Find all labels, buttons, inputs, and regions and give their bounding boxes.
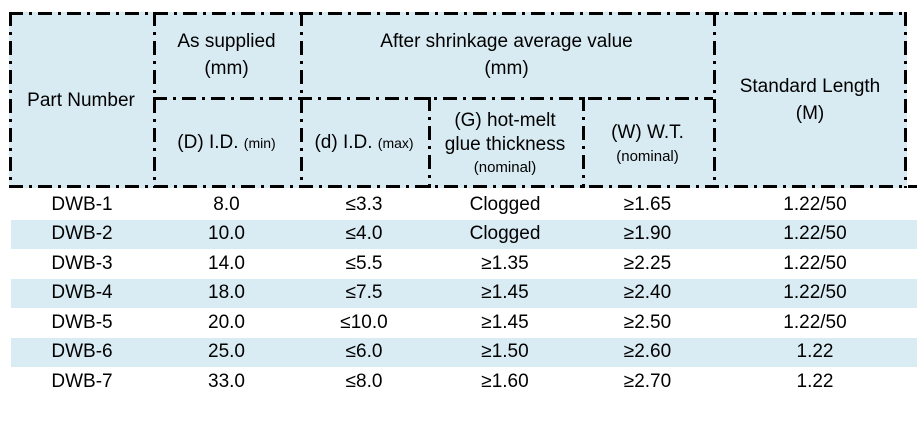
table-row: DWB-1 8.0 ≤3.3 Clogged ≥1.65 1.22/50	[11, 190, 917, 220]
divider-part-number	[153, 12, 156, 188]
table-row: DWB-7 33.0 ≤8.0 ≥1.60 ≥2.70 1.22	[11, 367, 917, 397]
header-as-supplied-line1: As supplied	[177, 31, 276, 52]
divider-id-max	[428, 97, 431, 188]
header-wt-sub: (nominal)	[616, 148, 679, 165]
part-number-cell: DWB-7	[51, 370, 113, 392]
glue-thickness-cell: ≥1.50	[481, 341, 529, 363]
border-right-line	[904, 12, 907, 188]
part-number-cell: DWB-5	[51, 311, 113, 333]
id-max-cell: ≤7.5	[345, 282, 383, 304]
id-max-cell: ≤3.3	[345, 193, 383, 215]
table-row: DWB-4 18.0 ≤7.5 ≥1.45 ≥2.40 1.22/50	[11, 278, 917, 308]
part-number-cell: DWB-2	[51, 223, 113, 245]
id-max-cell: ≤5.5	[345, 252, 383, 274]
divider-as-supplied	[300, 12, 303, 188]
length-cell: 1.22/50	[783, 252, 847, 274]
id-min-cell: 14.0	[208, 252, 245, 274]
header-id-min: (D) I.D. (min)	[153, 100, 300, 186]
header-glue-thickness: (G) hot-melt glue thickness (nominal)	[428, 100, 582, 186]
header-id-min-main: (D) I.D.	[177, 132, 239, 153]
header-as-supplied-line2: (mm)	[204, 58, 249, 79]
header-after-shrinkage-line2: (mm)	[484, 58, 529, 79]
divider-wall-thickness	[713, 12, 716, 188]
part-number-cell: DWB-3	[51, 252, 113, 274]
wall-thickness-cell: ≥2.60	[623, 341, 672, 363]
header-id-max-sub: (max)	[377, 135, 414, 151]
length-cell: 1.22/50	[783, 311, 847, 333]
header-id-max-main: (d) I.D.	[314, 132, 373, 153]
border-left-line	[9, 12, 12, 188]
table-row: DWB-6 25.0 ≤6.0 ≥1.50 ≥2.60 1.22	[11, 337, 917, 367]
header-part-number-label: Part Number	[27, 89, 135, 111]
length-cell: 1.22/50	[783, 223, 847, 245]
header-split-line	[153, 97, 713, 100]
id-max-cell: ≤6.0	[345, 341, 383, 363]
border-top-line	[9, 12, 907, 15]
id-max-cell: ≤4.0	[345, 223, 383, 245]
header-wall-thickness: (W) W.T. (nominal)	[582, 100, 713, 186]
table-body: DWB-1 8.0 ≤3.3 Clogged ≥1.65 1.22/50 DWB…	[11, 190, 917, 397]
header-id-min-sub: (min)	[243, 135, 276, 151]
header-after-shrinkage: After shrinkage average value (mm)	[300, 12, 713, 98]
header-standard-length-line2: (M)	[795, 103, 825, 124]
id-min-cell: 25.0	[208, 341, 245, 363]
table-header: Part Number As supplied (mm) After shrin…	[9, 12, 917, 188]
glue-thickness-cell: ≥1.35	[481, 252, 529, 274]
wall-thickness-cell: ≥2.25	[623, 252, 672, 274]
glue-thickness-cell: Clogged	[469, 193, 541, 215]
wall-thickness-cell: ≥2.50	[623, 311, 672, 333]
header-id-max-label: (d) I.D. (max)	[314, 129, 413, 157]
header-standard-length: Standard Length (M)	[713, 12, 907, 188]
glue-thickness-cell: Clogged	[469, 223, 541, 245]
glue-thickness-cell: ≥1.45	[481, 311, 529, 333]
header-as-supplied: As supplied (mm)	[153, 12, 300, 98]
divider-glue-thickness	[582, 97, 585, 188]
part-number-cell: DWB-4	[51, 282, 113, 304]
length-cell: 1.22	[796, 370, 834, 392]
border-bottom-line	[9, 185, 917, 188]
id-min-cell: 18.0	[208, 282, 245, 304]
header-standard-length-line1: Standard Length	[739, 76, 881, 97]
id-min-cell: 20.0	[208, 311, 245, 333]
wall-thickness-cell: ≥2.70	[623, 370, 672, 392]
table-row: DWB-5 20.0 ≤10.0 ≥1.45 ≥2.50 1.22/50	[11, 308, 917, 338]
part-number-cell: DWB-1	[51, 193, 113, 215]
id-max-cell: ≤8.0	[345, 370, 383, 392]
table-row: DWB-2 10.0 ≤4.0 Clogged ≥1.90 1.22/50	[11, 219, 917, 249]
length-cell: 1.22/50	[783, 193, 847, 215]
header-id-min-label: (D) I.D. (min)	[177, 129, 275, 157]
id-min-cell: 8.0	[213, 193, 240, 215]
table-row: DWB-3 14.0 ≤5.5 ≥1.35 ≥2.25 1.22/50	[11, 249, 917, 279]
id-min-cell: 10.0	[208, 223, 245, 245]
wall-thickness-cell: ≥2.40	[623, 282, 672, 304]
header-glue-line2: glue thickness	[444, 133, 566, 155]
wall-thickness-cell: ≥1.90	[623, 223, 672, 245]
id-max-cell: ≤10.0	[340, 311, 388, 333]
length-cell: 1.22	[796, 341, 834, 363]
wall-thickness-cell: ≥1.65	[623, 193, 672, 215]
header-glue-sub: (nominal)	[473, 158, 537, 176]
glue-thickness-cell: ≥1.45	[481, 282, 529, 304]
header-glue-line1: (G) hot-melt	[454, 109, 556, 131]
header-id-max: (d) I.D. (max)	[300, 100, 428, 186]
glue-thickness-cell: ≥1.60	[481, 370, 529, 392]
header-after-shrinkage-line1: After shrinkage average value	[380, 31, 633, 52]
header-wt-main: (W) W.T.	[611, 122, 684, 143]
id-min-cell: 33.0	[208, 370, 245, 392]
length-cell: 1.22/50	[783, 282, 847, 304]
header-part-number: Part Number	[9, 12, 153, 188]
part-number-cell: DWB-6	[51, 341, 113, 363]
